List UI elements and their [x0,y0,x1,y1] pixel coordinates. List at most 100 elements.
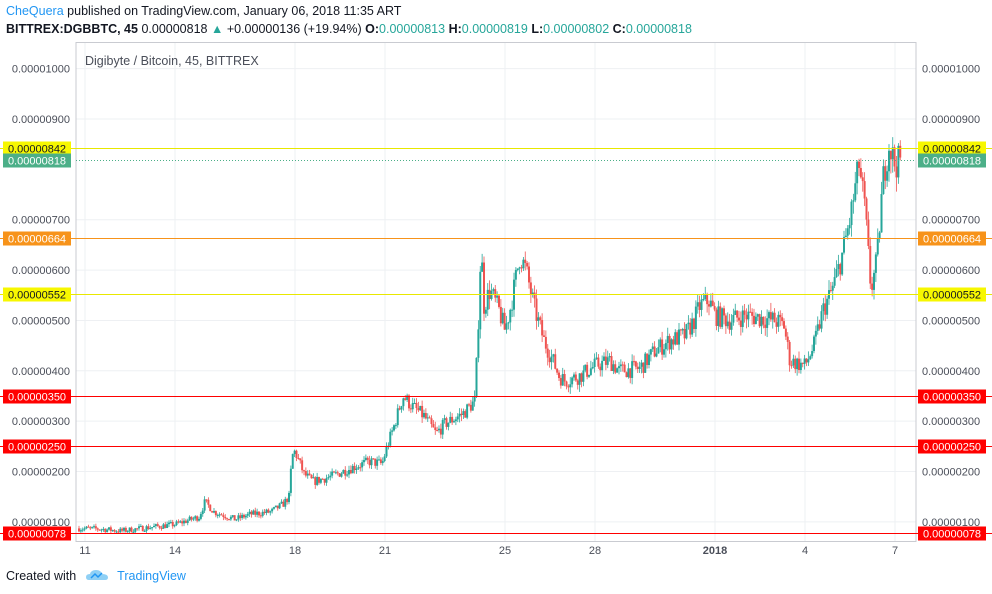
candle [706,292,709,313]
candle [445,416,448,430]
candle [306,470,309,479]
candle [709,293,712,308]
candle [544,330,547,354]
author-link[interactable]: CheQuera [6,4,64,18]
candle [338,472,341,478]
candle [586,362,589,380]
candle [175,519,178,527]
candle [458,408,461,423]
candle [734,303,737,315]
candle [651,342,654,352]
candle [546,344,549,366]
candle [147,523,150,530]
candle [873,269,875,300]
candle [809,354,812,361]
candle [884,160,887,190]
candle [747,304,750,328]
candle [100,528,103,533]
candle [391,427,394,436]
candle [226,517,229,522]
candle [711,292,714,307]
candle [754,312,757,325]
candle [139,523,142,528]
candle [117,529,120,534]
price-chart[interactable]: Digibyte / Bitcoin, 45, BITTREX 0.000008… [0,42,992,566]
candle [601,355,604,377]
candle [222,512,225,521]
candle [87,524,90,528]
candle [158,525,161,530]
candle [331,468,334,479]
candle [498,294,500,309]
candle [865,196,868,226]
candle [888,144,890,182]
candle [113,529,116,533]
candle [788,340,791,372]
candle [588,374,590,378]
candle [799,358,802,374]
candle [241,512,244,520]
candle [659,337,662,353]
candle [389,428,392,448]
candle [481,253,484,272]
candle [807,351,810,366]
candle [723,305,725,325]
candle [132,529,135,533]
candle [269,510,272,516]
candle [595,352,598,360]
candle [528,262,530,289]
candle [833,267,836,289]
candle [796,357,799,376]
candle [233,515,236,521]
candle [250,510,253,518]
candle [276,505,279,511]
candle [336,470,339,476]
candle [543,330,545,337]
level-label-right: 0.00000842 [918,141,986,156]
candle [359,463,362,472]
candle [535,289,538,330]
candle [291,453,294,469]
x-tick-label: 28 [589,545,601,557]
candle [364,454,367,462]
candle [631,354,634,385]
x-tick-label: 2018 [703,545,727,557]
candle [634,360,637,370]
candle [732,308,735,326]
low-value: 0.00000802 [543,22,610,36]
candle [484,306,487,318]
y-axis-left: 0.00000100 0.00000200 0.00000300 0.00000400… [12,64,70,529]
candle [589,360,592,377]
candle [203,496,206,514]
candle [211,510,214,513]
candle [468,402,470,407]
candle [258,510,260,518]
candle [882,159,885,195]
candle [736,310,739,323]
candle [559,375,562,389]
candle [668,333,671,354]
candle [738,310,740,326]
candle [783,318,785,329]
candle [518,266,521,275]
candle [610,351,613,372]
candle [550,349,553,370]
candle [263,508,266,515]
candle [349,465,352,475]
candle [779,310,782,327]
y-tick-label-left: 0.00000200 [12,467,70,479]
y-tick-label-right: 0.00000300 [922,416,980,428]
candle [394,423,397,430]
candle [316,472,319,487]
candle [606,350,609,369]
tradingview-link[interactable]: TradingView [117,569,186,583]
candle [824,295,827,322]
svg-text:0.00000842: 0.00000842 [8,144,66,156]
candle [616,367,619,373]
candle [693,317,695,333]
candle [248,509,251,518]
candle [653,341,656,358]
candle [766,309,769,338]
candle [683,322,686,345]
candle [123,526,125,533]
